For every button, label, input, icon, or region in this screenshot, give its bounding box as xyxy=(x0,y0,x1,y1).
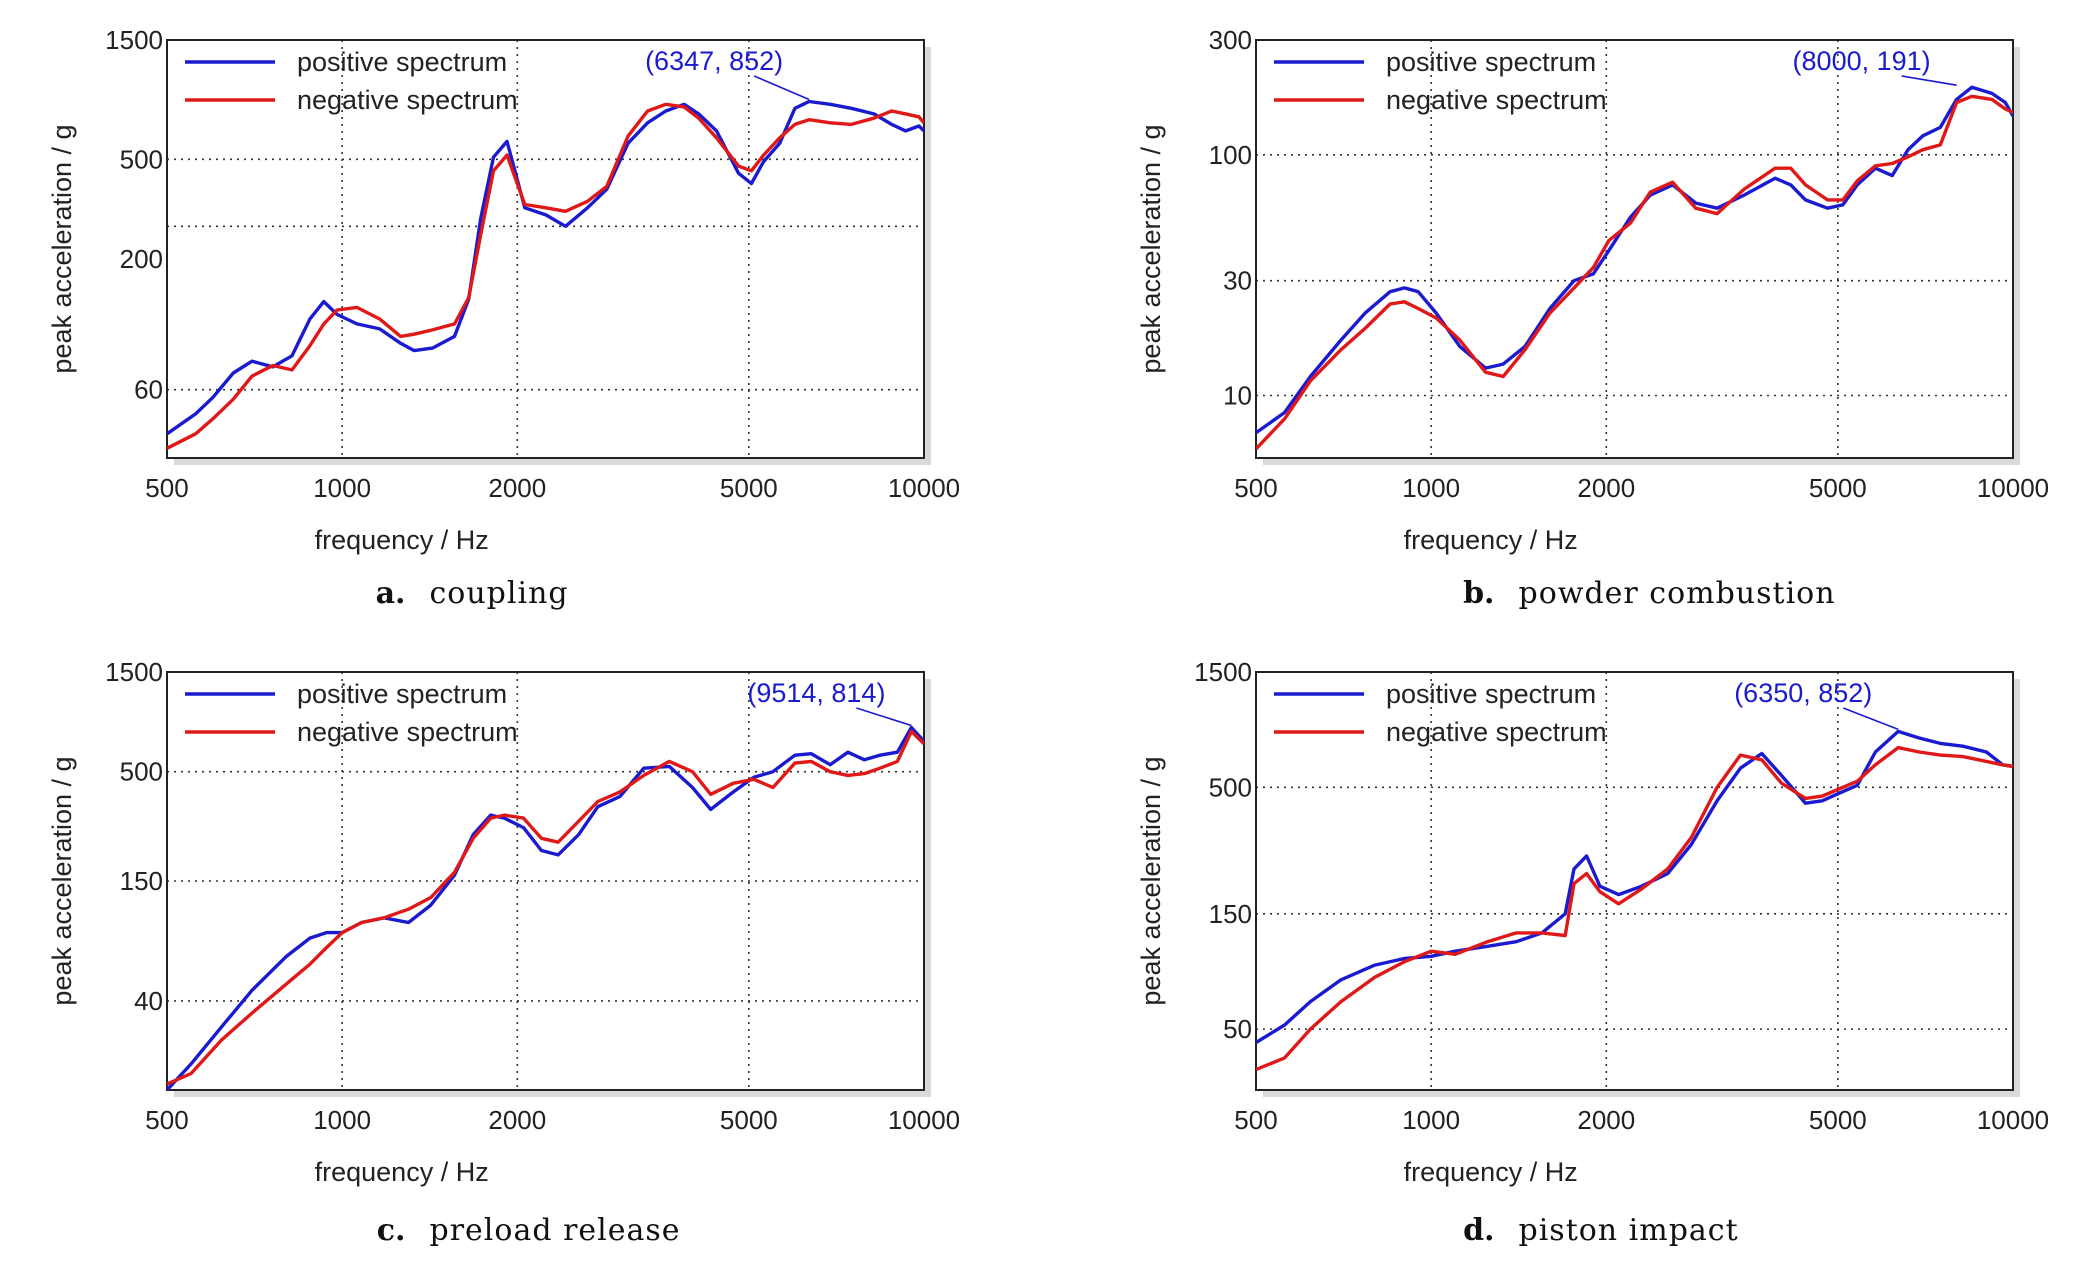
positive-spectrum-line xyxy=(167,99,924,436)
legend-label: positive spectrum xyxy=(297,679,507,709)
positive-spectrum-line xyxy=(1256,729,2013,1044)
x-tick-label: 5000 xyxy=(1809,1105,1867,1135)
legend-label: positive spectrum xyxy=(1386,679,1596,709)
negative-spectrum-line xyxy=(167,102,924,450)
y-tick-label: 500 xyxy=(120,144,163,174)
panel-letter: d. xyxy=(1463,1213,1494,1248)
y-tick-label: 200 xyxy=(120,244,163,274)
y-tick-label: 150 xyxy=(120,866,163,896)
panel-caption: piston impact xyxy=(1519,1213,1739,1248)
x-tick-label: 10000 xyxy=(1977,473,2049,503)
legend-label: negative spectrum xyxy=(1386,85,1607,115)
negative-spectrum-line xyxy=(1256,94,2013,451)
peak-annotation: (8000, 191) xyxy=(1793,46,1931,76)
chart-panel-4: 500 1000 2000 5000 10000 50 150 500 1500 frequenc… xyxy=(1136,657,2049,1248)
x-tick-label: 2000 xyxy=(1577,1105,1635,1135)
negative-spectrum-line xyxy=(1256,745,2013,1072)
x-tick-label: 1000 xyxy=(1402,473,1460,503)
x-tick-label: 10000 xyxy=(888,1105,960,1135)
x-tick-label: 5000 xyxy=(1809,473,1867,503)
panel-letter: c. xyxy=(377,1213,406,1248)
legend-label: positive spectrum xyxy=(1386,47,1596,77)
panel-letter: a. xyxy=(376,576,406,611)
y-tick-label: 100 xyxy=(1209,140,1252,170)
x-tick-label: 5000 xyxy=(720,1105,778,1135)
plot-area xyxy=(1256,40,2013,458)
chart-panel-3: 500 1000 2000 5000 10000 40 150 500 1500 frequenc… xyxy=(47,657,960,1248)
y-axis-label: peak acceleration / g xyxy=(1136,124,1166,373)
peak-annotation: (6350, 852) xyxy=(1734,678,1872,708)
y-tick-label: 40 xyxy=(134,986,163,1016)
panel-letter: b. xyxy=(1463,576,1494,611)
annotation-leader xyxy=(856,707,912,727)
chart-panel-1: 500 1000 2000 5000 10000 60 200 500 1500 frequenc… xyxy=(47,25,960,611)
legend-label: negative spectrum xyxy=(297,85,518,115)
y-tick-label: 10 xyxy=(1223,381,1252,411)
x-axis-label: frequency / Hz xyxy=(1404,1157,1578,1187)
y-tick-label: 60 xyxy=(134,375,163,405)
legend-label: negative spectrum xyxy=(297,717,518,747)
x-tick-label: 2000 xyxy=(488,473,546,503)
y-axis-label: peak acceleration / g xyxy=(47,756,77,1005)
x-tick-label: 5000 xyxy=(720,473,778,503)
y-tick-label: 500 xyxy=(1209,772,1252,802)
annotation-leader xyxy=(1901,75,1957,86)
x-tick-label: 500 xyxy=(145,473,188,503)
x-tick-label: 10000 xyxy=(1977,1105,2049,1135)
peak-annotation: (9514, 814) xyxy=(747,678,885,708)
panel-caption: coupling xyxy=(430,576,569,611)
y-tick-label: 150 xyxy=(1209,899,1252,929)
plot-area xyxy=(1256,672,2013,1090)
x-tick-label: 10000 xyxy=(888,473,960,503)
x-tick-label: 2000 xyxy=(488,1105,546,1135)
x-tick-label: 1000 xyxy=(1402,1105,1460,1135)
plot-frame xyxy=(1255,39,2014,459)
legend-label: positive spectrum xyxy=(297,47,507,77)
x-axis-label: frequency / Hz xyxy=(315,525,489,555)
x-tick-label: 500 xyxy=(1234,1105,1277,1135)
y-tick-label: 30 xyxy=(1223,266,1252,296)
y-tick-label: 50 xyxy=(1223,1014,1252,1044)
plot-frame xyxy=(1255,671,2014,1091)
y-axis-label: peak acceleration / g xyxy=(47,124,77,373)
y-tick-label: 1500 xyxy=(1194,657,1252,687)
negative-spectrum-line xyxy=(167,729,924,1086)
legend-label: negative spectrum xyxy=(1386,717,1607,747)
y-tick-label: 500 xyxy=(120,757,163,787)
annotation-leader xyxy=(753,75,810,101)
plot-frame xyxy=(166,39,925,459)
positive-spectrum-line xyxy=(1256,85,2013,435)
x-tick-label: 500 xyxy=(1234,473,1277,503)
chart-panel-2: 500 1000 2000 5000 10000 10 30 100 300 frequency … xyxy=(1136,25,2049,611)
x-tick-label: 1000 xyxy=(313,1105,371,1135)
x-axis-label: frequency / Hz xyxy=(315,1157,489,1187)
panel-caption: preload release xyxy=(430,1213,681,1248)
peak-annotation: (6347, 852) xyxy=(645,46,783,76)
plot-frame xyxy=(166,671,925,1091)
y-tick-label: 1500 xyxy=(105,25,163,55)
y-axis-label: peak acceleration / g xyxy=(1136,756,1166,1005)
x-tick-label: 2000 xyxy=(1577,473,1635,503)
y-tick-label: 300 xyxy=(1209,25,1252,55)
panel-caption: powder combustion xyxy=(1519,576,1836,611)
positive-spectrum-line xyxy=(167,725,924,1090)
x-tick-label: 500 xyxy=(145,1105,188,1135)
y-tick-label: 1500 xyxy=(105,657,163,687)
x-tick-label: 1000 xyxy=(313,473,371,503)
x-axis-label: frequency / Hz xyxy=(1404,525,1578,555)
plot-area xyxy=(167,40,924,458)
annotation-leader xyxy=(1842,707,1899,731)
